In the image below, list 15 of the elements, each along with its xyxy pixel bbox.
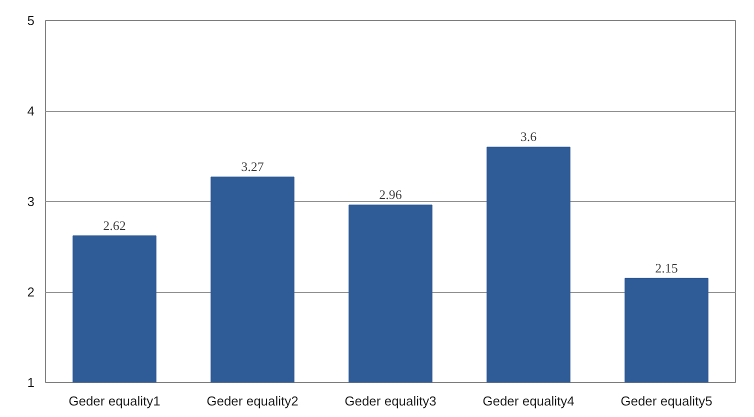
x-tick-label: Geder equality3 bbox=[344, 394, 436, 408]
data-label: 2.62 bbox=[103, 218, 126, 233]
data-label: 3.27 bbox=[241, 159, 264, 174]
x-tick-label: Geder equality5 bbox=[620, 394, 712, 408]
y-tick-label: 1 bbox=[27, 375, 35, 390]
y-tick-label: 5 bbox=[27, 13, 35, 28]
data-label: 2.15 bbox=[655, 260, 678, 276]
x-tick-label: Geder equality1 bbox=[68, 394, 160, 408]
data-label: 3.6 bbox=[520, 129, 538, 144]
y-tick-label: 3 bbox=[27, 194, 35, 209]
x-tick-label: Geder equality4 bbox=[482, 394, 574, 408]
x-tick-label: Geder equality2 bbox=[206, 394, 298, 408]
y-tick-label: 4 bbox=[27, 104, 35, 118]
y-tick-label: 2 bbox=[27, 284, 35, 300]
data-label: 2.96 bbox=[379, 187, 402, 202]
